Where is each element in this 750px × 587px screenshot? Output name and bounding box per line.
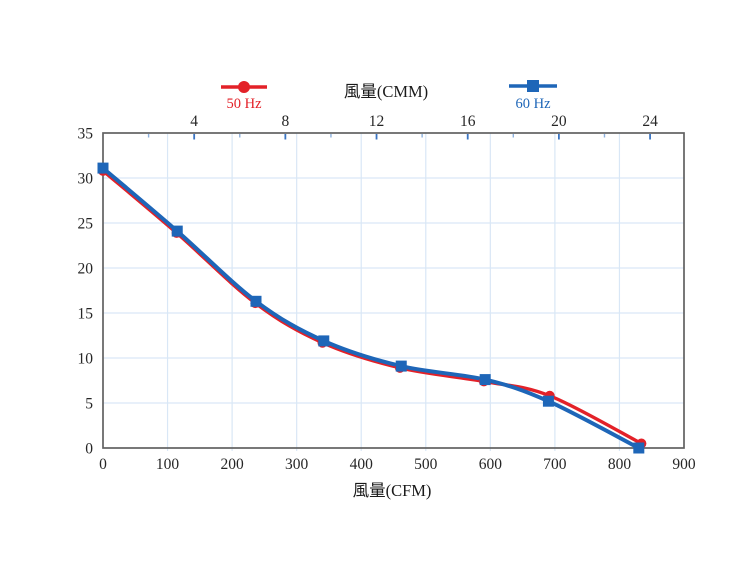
x-axis-tick-label: 300 [285,456,309,473]
x-axis-title: 風量(CFM) [353,481,432,500]
y-axis-tick-label: 30 [78,171,94,188]
legend-60hz-label: 60 Hz [515,96,551,112]
series-60hz-marker [318,335,330,347]
y-axis-tick-label: 25 [78,216,94,233]
top-axis-tick-label: 24 [642,113,658,130]
top-axis-tick-label: 12 [369,113,385,130]
series-60hz-marker [542,395,554,407]
x-axis-tick-label: 800 [608,456,632,473]
x-axis-tick-label: 700 [543,456,567,473]
top-axis-tick-label: 4 [190,113,198,130]
legend-50hz-marker [238,81,250,93]
x-axis-tick-label: 400 [350,456,374,473]
y-axis-tick-label: 35 [78,126,94,143]
plot-border [102,132,685,449]
x-axis-tick-label: 100 [156,456,180,473]
x-axis-tick-label: 900 [672,456,696,473]
y-axis-tick-label: 15 [78,306,94,323]
top-axis-tick-label: 16 [460,113,476,130]
series-60hz-marker [171,225,183,237]
series-60hz-marker [250,295,262,307]
series-60hz-marker [479,374,491,386]
x-axis-tick-label: 0 [99,456,107,473]
series-60hz-line [101,166,641,450]
y-axis-tick-label: 20 [78,261,94,278]
top-axis-tick-label: 20 [551,113,567,130]
legend-50hz-label: 50 Hz [226,96,262,112]
y-axis-tick-label: 10 [78,351,94,368]
x-axis-tick-label: 600 [479,456,503,473]
x-axis-tick-label: 200 [220,456,244,473]
y-axis-tick-label: 5 [85,396,93,413]
legend-60hz-marker [527,80,539,92]
top-axis-title: 風量(CMM) [344,82,428,101]
series-60hz-marker [97,162,109,174]
top-axis-tick-label: 8 [281,113,289,130]
series-60hz-marker [395,360,407,372]
series-60hz-marker [633,442,645,454]
y-axis-tick-label: 0 [85,441,93,458]
x-axis-tick-label: 500 [414,456,438,473]
